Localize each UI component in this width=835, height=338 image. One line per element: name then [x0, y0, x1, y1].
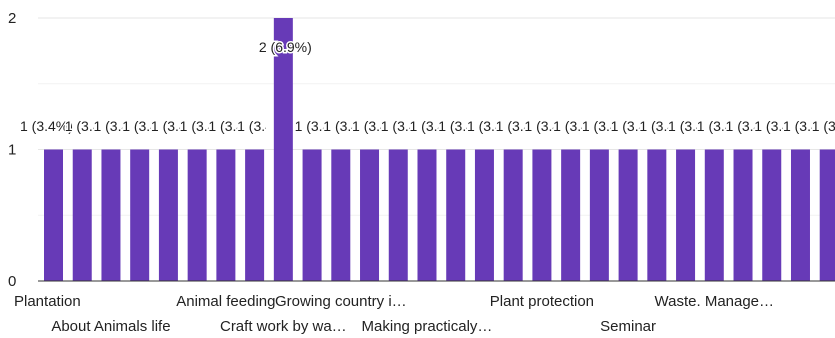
data-label: 1 (3.4%)	[20, 118, 73, 134]
x-category-label: Making practicaly…	[362, 318, 493, 335]
bar[interactable]	[273, 18, 293, 281]
bar[interactable]	[532, 149, 552, 282]
bar[interactable]	[704, 149, 724, 282]
data-label: 1 (3.4%)	[151, 118, 204, 134]
data-label: 1 (3.4%)	[524, 118, 577, 134]
bar[interactable]	[72, 149, 92, 282]
bar[interactable]	[589, 149, 609, 282]
bar[interactable]	[216, 149, 236, 282]
bars	[44, 18, 835, 281]
x-category-label: Waste. Manage…	[655, 293, 775, 310]
x-category-label: Animal feeding	[176, 293, 275, 310]
data-label: 1 (3.4%)	[180, 118, 233, 134]
data-label: 1 (3.4%)	[496, 118, 549, 134]
bar[interactable]	[158, 149, 178, 282]
data-label: 1 (3.4%)	[409, 118, 462, 134]
bar[interactable]	[44, 149, 63, 282]
data-label: 1 (3.4%)	[352, 118, 405, 134]
data-labels: 1 (3.4%)1 (3.4%)1 (3.4%)1 (3.4%)1 (3.4%)…	[20, 38, 835, 136]
bar[interactable]	[360, 149, 380, 282]
data-label: 1 (3.4%)	[467, 118, 520, 134]
data-label: 1 (3.4%)	[582, 118, 635, 134]
bar[interactable]	[561, 149, 581, 282]
data-label: 2 (6.9%)	[259, 39, 312, 55]
bar[interactable]	[790, 149, 810, 282]
data-label: 1 (3.4%)	[783, 118, 835, 134]
bar[interactable]	[819, 149, 835, 282]
data-label: 1 (3.4%)	[122, 118, 175, 134]
y-tick-label: 1	[8, 142, 16, 159]
bar[interactable]	[187, 149, 207, 282]
x-category-label: Seminar	[600, 318, 656, 335]
bar[interactable]	[388, 149, 408, 282]
data-label: 1 (3.4%)	[553, 118, 606, 134]
data-label: 1 (3.4%)	[438, 118, 491, 134]
y-axis-ticks: 0 1 2	[8, 10, 16, 290]
y-tick-label: 2	[8, 10, 16, 27]
bar[interactable]	[676, 149, 696, 282]
bar[interactable]	[446, 149, 466, 282]
data-label: 1 (3.4%)	[754, 118, 807, 134]
data-label: 1 (3.4%)	[208, 118, 261, 134]
data-label: 1 (3.4%)	[812, 118, 835, 134]
bar[interactable]	[302, 149, 322, 282]
data-label: 1 (3.4%)	[639, 118, 692, 134]
bar[interactable]	[331, 149, 351, 282]
data-label: 1 (3.4%)	[611, 118, 664, 134]
data-label: 1 (3.4%)	[726, 118, 779, 134]
data-label: 1 (3.4%)	[237, 118, 290, 134]
y-tick-label: 0	[8, 273, 16, 290]
data-label: 1 (3.4%)	[381, 118, 434, 134]
bar[interactable]	[417, 149, 437, 282]
bar[interactable]	[618, 149, 638, 282]
x-category-label: Plant protection	[490, 293, 594, 310]
bar[interactable]	[503, 149, 523, 282]
x-category-label: Craft work by wa…	[220, 318, 347, 335]
data-label: 1 (3.4%)	[295, 118, 348, 134]
bar[interactable]	[647, 149, 667, 282]
category-labels: Plantation About Animals life Animal feedi…	[14, 293, 775, 335]
bar[interactable]	[101, 149, 121, 282]
x-category-label: Plantation	[14, 293, 81, 310]
data-label: 1 (3.4%)	[697, 118, 750, 134]
data-label: 1 (3.4%)	[323, 118, 376, 134]
data-label: 1 (3.4%)	[93, 118, 146, 134]
bar[interactable]	[130, 149, 150, 282]
data-label: 1 (3.4%)	[65, 118, 118, 134]
bar[interactable]	[474, 149, 494, 282]
bar[interactable]	[733, 149, 753, 282]
x-category-label: About Animals life	[51, 318, 170, 335]
x-category-label: Growing country i…	[275, 293, 407, 310]
data-label: 1 (3.4%)	[668, 118, 721, 134]
bar[interactable]	[762, 149, 782, 282]
bar[interactable]	[245, 149, 265, 282]
